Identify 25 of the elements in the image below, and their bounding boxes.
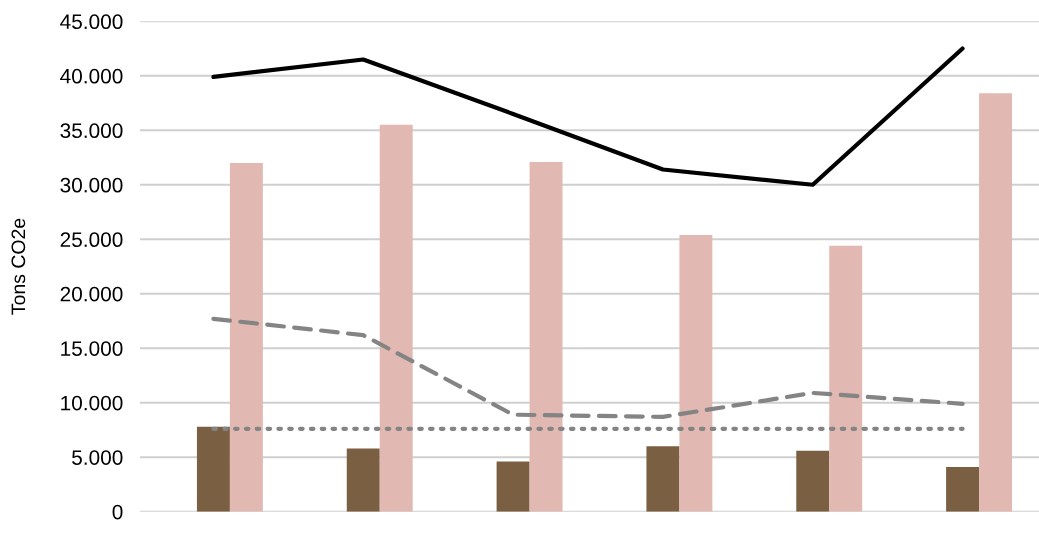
bar: [229, 162, 263, 512]
bar: [979, 93, 1013, 512]
bar: [529, 161, 563, 512]
y-tick-label: 5.000: [72, 450, 123, 465]
bar: [946, 467, 980, 512]
line-series: [211, 316, 965, 419]
bar: [679, 234, 713, 512]
bar: [196, 426, 230, 512]
y-axis-title: Tons CO2e: [11, 218, 26, 315]
y-tick-label: 40.000: [60, 68, 123, 84]
y-tick-label: 0: [112, 504, 123, 520]
y-tick-label: 45.000: [60, 14, 123, 30]
bar: [379, 124, 413, 512]
y-tick-label: 15.000: [61, 341, 123, 356]
y-tick-label: 35.000: [60, 123, 123, 139]
bar: [829, 245, 863, 512]
bar: [496, 461, 530, 512]
y-tick-label: 30.000: [60, 177, 123, 193]
bar: [796, 450, 830, 512]
y-tick-label: 20.000: [60, 286, 123, 302]
bar: [646, 446, 680, 512]
line-series: [211, 46, 965, 187]
y-tick-label: 25.000: [60, 232, 123, 248]
y-tick-label: 10.000: [61, 395, 123, 411]
bar: [346, 448, 380, 512]
